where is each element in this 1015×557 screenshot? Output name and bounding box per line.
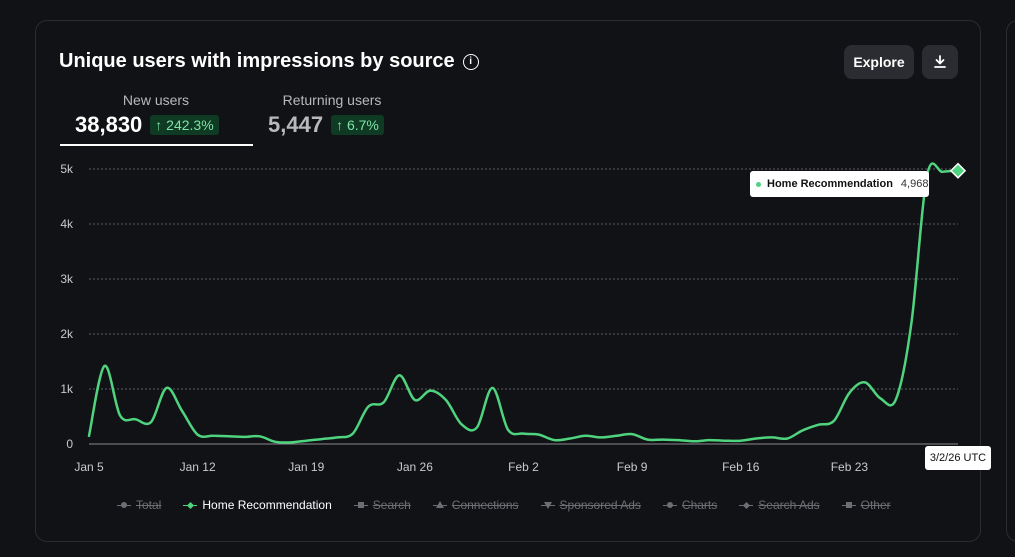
tab-value: 38,830	[75, 112, 143, 137]
change-badge: ↑ 242.3%	[150, 115, 219, 135]
x-tick-label: Jan 26	[397, 460, 433, 474]
diamond-marker-icon	[739, 500, 754, 510]
chart-legend: Total Home Recommendation Search Connection…	[0, 497, 1015, 513]
x-tick-label: Feb 16	[722, 460, 760, 474]
legend-label: Connections	[451, 498, 519, 512]
value-tooltip: Home Recommendation 4,968	[750, 171, 929, 197]
x-tick-label: Jan 12	[180, 460, 216, 474]
series-line-home-recommendation[interactable]	[87, 162, 960, 444]
legend-label: Charts	[681, 498, 718, 512]
x-tick-label: Feb 23	[831, 460, 869, 474]
tridown-marker-icon	[540, 500, 555, 510]
tab-label: New users	[122, 92, 190, 108]
legend-item-total[interactable]: Total	[117, 497, 161, 513]
explore-button[interactable]: Explore	[844, 45, 914, 79]
active-tab-indicator	[60, 144, 253, 146]
tooltip-value: 4,968	[900, 178, 929, 190]
legend-item-other[interactable]: Other	[841, 497, 891, 513]
series-dot	[756, 181, 761, 187]
legend-item-charts[interactable]: Charts	[662, 497, 718, 513]
legend-label: Total	[136, 498, 162, 512]
chart-title-text: Unique users with impressions by source	[59, 50, 455, 72]
y-tick-label: 4k	[60, 217, 74, 231]
legend-label: Home Recommendation	[202, 498, 332, 512]
hover-point-marker[interactable]	[949, 162, 967, 179]
x-tick-label: Jan 5	[74, 460, 104, 474]
diamond-marker-icon	[183, 500, 198, 510]
x-tick-label: Jan 19	[288, 460, 324, 474]
x-tick-label: Feb 9	[617, 460, 648, 474]
tab-value: 5,447	[268, 112, 324, 137]
legend-item-search-ads[interactable]: Search Ads	[739, 497, 820, 513]
y-tick-label: 5k	[60, 162, 74, 176]
download-button[interactable]	[922, 45, 958, 79]
tab-label: Returning users	[282, 92, 382, 108]
legend-label: Other	[860, 498, 891, 512]
legend-item-sponsored-ads[interactable]: Sponsored Ads	[540, 497, 641, 513]
chart-card	[35, 20, 981, 542]
tri-marker-icon	[432, 500, 447, 510]
legend-item-connections[interactable]: Connections	[432, 497, 519, 513]
y-tick-label: 2k	[60, 327, 74, 341]
legend-label: Sponsored Ads	[559, 498, 641, 512]
info-icon[interactable]: i	[462, 53, 479, 70]
y-tick-label: 3k	[60, 272, 74, 286]
legend-item-search[interactable]: Search	[353, 497, 411, 513]
y-tick-label: 1k	[60, 382, 74, 396]
x-tick-label: Feb 2	[508, 460, 539, 474]
circle-marker-icon	[117, 500, 131, 510]
date-tooltip: 3/2/26 UTC	[925, 446, 991, 470]
tooltip-series: Home Recommendation	[767, 178, 893, 190]
tab-new-users[interactable]: New users 38,830 ↑ 242.3%	[75, 92, 237, 138]
download-icon	[934, 55, 946, 68]
legend-item-home-recommendation[interactable]: Home Recommendation	[183, 497, 332, 513]
chart-title: Unique users with impressions by source …	[59, 50, 479, 73]
tab-returning-users[interactable]: Returning users 5,447 ↑ 6.7%	[268, 92, 396, 138]
y-tick-label: 0	[66, 437, 73, 451]
legend-label: Search	[372, 498, 411, 512]
square-marker-icon	[353, 500, 368, 510]
square-marker-icon	[841, 500, 856, 510]
circle-marker-icon	[662, 500, 677, 510]
legend-label: Search Ads	[758, 498, 820, 512]
change-badge: ↑ 6.7%	[331, 115, 384, 135]
